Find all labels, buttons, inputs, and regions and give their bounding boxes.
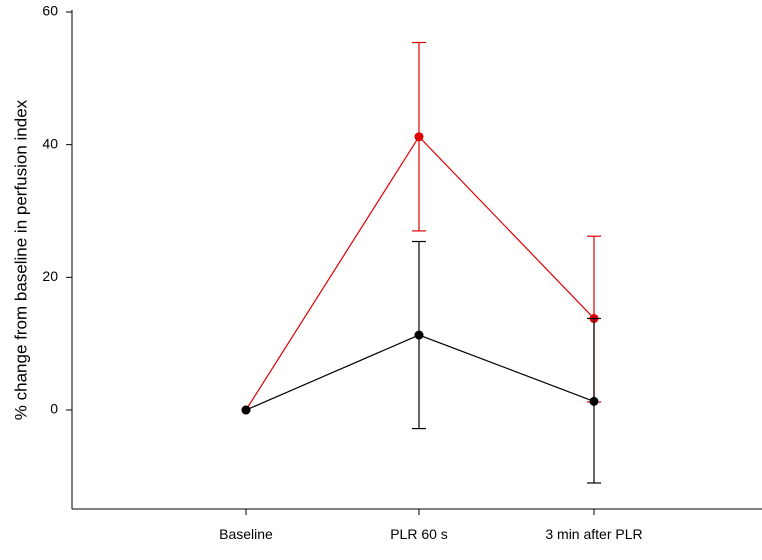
data-point <box>589 396 599 406</box>
y-tick-label: 40 <box>42 135 58 151</box>
data-point <box>414 330 424 340</box>
x-tick-label: 3 min after PLR <box>545 526 642 542</box>
data-point <box>414 132 424 142</box>
y-tick-label: 20 <box>42 268 58 284</box>
y-tick-label: 0 <box>50 401 58 417</box>
axes <box>71 10 762 510</box>
series-layer <box>241 41 601 484</box>
y-ticks: 0 20 40 60 <box>42 3 72 417</box>
y-axis-label: % change from baseline in perfusion inde… <box>11 99 30 420</box>
series-line <box>245 135 595 411</box>
series-line <box>245 334 595 411</box>
series-0 <box>241 41 601 415</box>
y-tick-label: 60 <box>42 3 58 19</box>
x-tick-label: PLR 60 s <box>390 526 448 542</box>
data-point <box>241 405 251 415</box>
series-1 <box>241 240 601 484</box>
x-tick-label: Baseline <box>219 526 273 542</box>
x-ticks: Baseline PLR 60 s 3 min after PLR <box>219 509 643 542</box>
